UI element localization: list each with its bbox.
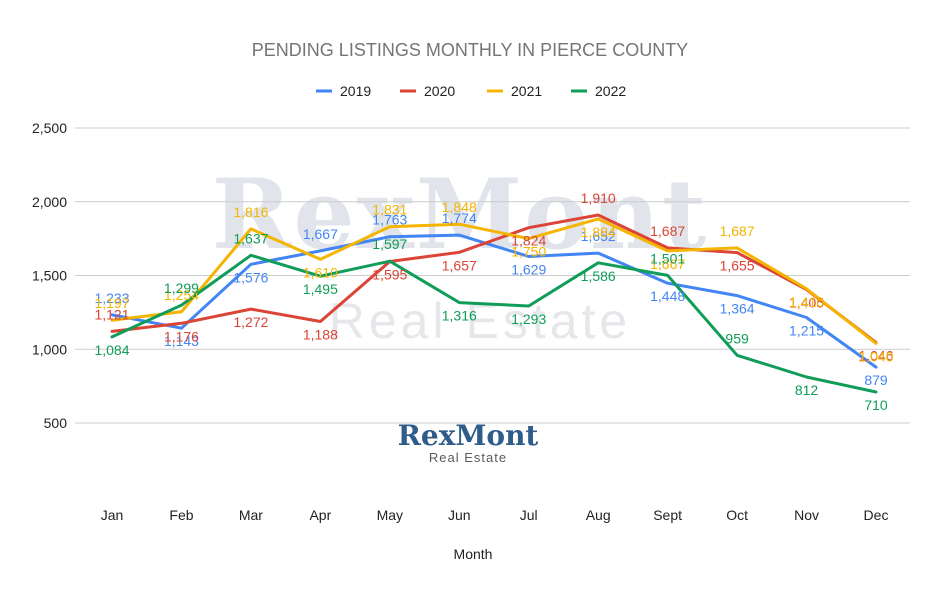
data-label-2021: 1,040	[858, 348, 893, 364]
x-tick-label: Feb	[169, 507, 193, 523]
data-label-2021: 1,410	[789, 294, 824, 310]
x-tick-label: Nov	[794, 507, 819, 523]
series-line-2022	[110, 253, 878, 394]
logo-sub-text: Real Estate	[429, 450, 507, 465]
x-tick-label: Sept	[653, 507, 682, 523]
x-tick-label: Dec	[864, 507, 889, 523]
chart-title: PENDING LISTINGS MONTHLY IN PIERCE COUNT…	[252, 40, 688, 60]
y-tick-label: 500	[44, 415, 68, 431]
data-labels: 1,233 1,143 1,576 1,667 1,763 1,774 1,629 1,652…	[94, 190, 893, 413]
data-label-2022: 710	[864, 397, 888, 413]
data-label-2022: 1,586	[581, 268, 616, 284]
data-label-2019: 1,667	[303, 226, 338, 242]
data-label-2021: 1,750	[511, 244, 546, 260]
legend: 2019 2020 2021 2022	[316, 83, 626, 99]
data-label-2021: 1,687	[720, 223, 755, 239]
data-label-2019: 1,629	[511, 261, 546, 277]
data-label-2022: 1,316	[442, 308, 477, 324]
data-label-2020: 1,655	[720, 258, 755, 274]
y-axis-ticks: 2,500 2,000 1,500 1,000 500	[32, 120, 67, 431]
data-label-2021: 1,667	[650, 256, 685, 272]
series-line-2021	[110, 217, 878, 345]
data-label-2019: 1,652	[581, 228, 616, 244]
data-label-2020: 1,824	[511, 233, 546, 249]
data-label-2019: 1,763	[372, 212, 407, 228]
gridlines	[75, 127, 910, 424]
series-lines	[110, 213, 878, 394]
data-label-2020: 1,121	[94, 306, 129, 322]
legend-label: 2022	[595, 83, 626, 99]
data-label-2021: 1,254	[164, 287, 199, 303]
watermark-sub: Real Estate	[329, 293, 631, 349]
x-tick-label: Mar	[239, 507, 263, 523]
data-label-2020: 1,910	[581, 190, 616, 206]
data-label-2019: 1,364	[720, 301, 755, 317]
series-line-2019	[110, 233, 878, 369]
data-label-2022: 1,299	[164, 280, 199, 296]
data-label-2022: 812	[795, 382, 819, 398]
data-label-2022: 1,293	[511, 311, 546, 327]
data-label-2019: 879	[864, 372, 888, 388]
x-axis-title: Month	[454, 546, 493, 562]
data-label-2021: 1,831	[372, 202, 407, 218]
data-label-2019: 1,215	[789, 323, 824, 339]
x-tick-label: Jun	[448, 507, 471, 523]
data-label-2021: 1,197	[94, 295, 129, 311]
data-label-2020: 1,657	[442, 257, 477, 273]
x-tick-label: Apr	[309, 507, 331, 523]
x-tick-label: May	[377, 507, 403, 523]
data-label-2019: 1,448	[650, 288, 685, 304]
x-tick-label: Jul	[520, 507, 538, 523]
logo-main-text: RexMont	[398, 419, 539, 452]
legend-label: 2021	[511, 83, 542, 99]
legend-label: 2020	[424, 83, 455, 99]
x-tick-label: Oct	[726, 507, 748, 523]
y-tick-label: 2,500	[32, 120, 67, 136]
data-label-2019: 1,143	[164, 333, 199, 349]
y-tick-label: 2,000	[32, 194, 67, 210]
x-tick-label: Aug	[586, 507, 611, 523]
y-tick-label: 1,000	[32, 341, 67, 357]
data-label-2021: 1,610	[303, 264, 338, 280]
brand-logo: RexMont Real Estate	[398, 419, 539, 465]
data-label-2019: 1,576	[233, 269, 268, 285]
data-label-2021: 1,848	[442, 199, 477, 215]
data-label-2022: 1,084	[94, 342, 129, 358]
data-label-2020: 1,595	[372, 266, 407, 282]
data-label-2020: 1,405	[789, 295, 824, 311]
series-line-2020	[110, 213, 878, 344]
data-label-2020: 1,272	[233, 314, 268, 330]
y-tick-label: 1,500	[32, 268, 67, 284]
x-axis-ticks: Jan Feb Mar Apr May Jun Jul Aug Sept Oct Nov Dec	[101, 507, 889, 523]
data-label-2021: 1,884	[581, 224, 616, 240]
data-label-2022: 1,501	[650, 250, 685, 266]
data-label-2019: 1,774	[442, 210, 477, 226]
data-label-2020: 1,176	[164, 328, 199, 344]
data-label-2022: 1,597	[372, 236, 407, 252]
data-label-2020: 1,046	[858, 347, 893, 363]
data-label-2020: 1,188	[303, 327, 338, 343]
legend-label: 2019	[340, 83, 371, 99]
data-label-2022: 1,637	[233, 230, 268, 246]
data-label-2022: 1,495	[303, 281, 338, 297]
data-label-2019: 1,233	[94, 290, 129, 306]
x-tick-label: Jan	[101, 507, 124, 523]
data-label-2022: 959	[725, 330, 749, 346]
data-label-2021: 1,816	[233, 204, 268, 220]
data-label-2020: 1,687	[650, 223, 685, 239]
